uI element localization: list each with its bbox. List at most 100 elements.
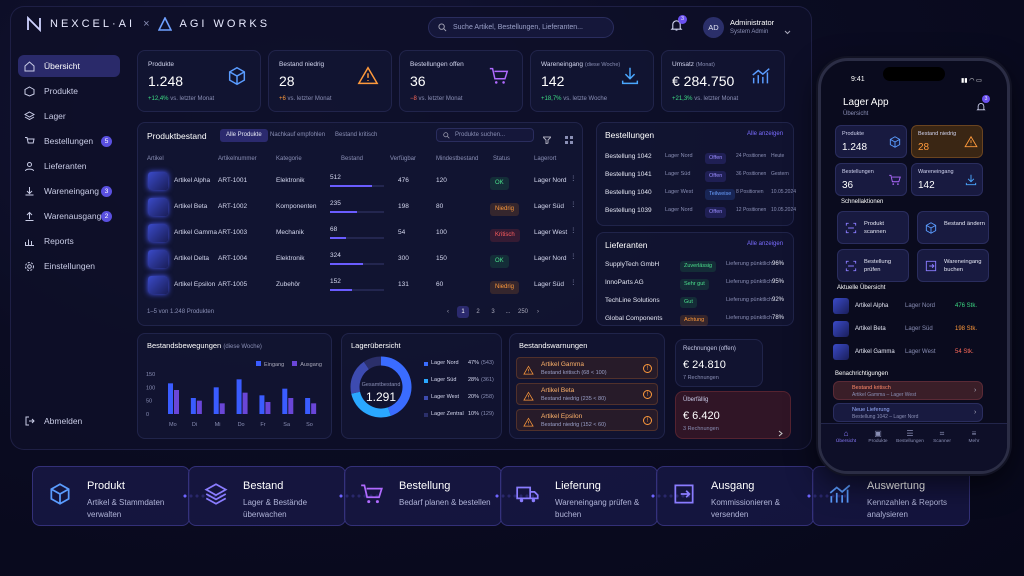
phone-tab-bestellungen[interactable]: ☰ Bestellungen: [895, 429, 925, 444]
flow-step-ausgang[interactable]: Ausgang Kommissionieren & versenden: [656, 466, 814, 526]
phone-kpi-card[interactable]: Bestellungen 36: [835, 163, 907, 196]
sidebar-item-warenausgang[interactable]: Warenausgang 2: [18, 205, 120, 227]
sidebar-item-lager[interactable]: Lager: [18, 105, 120, 127]
kpi-card-2[interactable]: Bestand niedrig 28 +6 vs. letzter Monat: [268, 50, 392, 112]
orders-show-all-link[interactable]: Alle anzeigen: [747, 131, 784, 137]
table-row[interactable]: Artikel Alpha ART-1001 Elektronik 512 476 120…: [146, 169, 577, 193]
storage-donut-chart: [350, 356, 412, 418]
kpi-title: Bestellungen offen: [410, 61, 464, 68]
tab-critical[interactable]: Bestand kritisch: [335, 132, 378, 138]
tab-restock[interactable]: Nachkauf empfohlen: [270, 132, 326, 138]
phone-notification[interactable]: Bestand kritisch Artikel Gamma – Lager We…: [833, 381, 983, 400]
phone-tab-icon: ⌗: [939, 429, 945, 438]
chevron-right-icon[interactable]: [778, 424, 783, 442]
sidebar-item-produkte[interactable]: Produkte: [18, 80, 120, 102]
phone-quick-action[interactable]: Bestellung prüfen: [837, 249, 909, 282]
flow-step-auswertung[interactable]: Auswertung Kennzahlen & Reports analysier…: [812, 466, 970, 526]
sidebar-item-lieferanten[interactable]: Lieferanten: [18, 155, 120, 177]
sidebar-item-einstellungen[interactable]: Einstellungen: [18, 255, 120, 277]
phone-list-item[interactable]: Artikel Alpha Lager Nord 476 Stk.: [833, 297, 983, 317]
phone-list-item[interactable]: Artikel Beta Lager Süd 198 Stk.: [833, 320, 983, 340]
sidebar-item-wareneingang[interactable]: Wareneingang 3: [18, 180, 120, 202]
kpi-card-4[interactable]: Wareneingang (diese Woche) 142 +18,7% vs. …: [530, 50, 654, 112]
phone-tab-scanner[interactable]: ⌗ Scanner: [927, 429, 957, 444]
sidebar-item-bestellungen[interactable]: Bestellungen 5: [18, 130, 120, 152]
phone-tab-label: Bestellungen: [896, 439, 924, 444]
user-menu-chevron-icon[interactable]: [784, 22, 791, 40]
logout-button[interactable]: Abmelden: [18, 410, 120, 432]
avatar[interactable]: AD: [703, 17, 724, 38]
row-menu-icon[interactable]: ⋮: [570, 227, 577, 234]
order-row[interactable]: Bestellung 1042 Lager Nord Offen 24 Positio…: [605, 149, 787, 167]
movements-note: (diese Woche): [223, 344, 262, 350]
page-button[interactable]: ›: [537, 309, 539, 315]
phone-kpi-card[interactable]: Bestand niedrig 28: [911, 125, 983, 158]
phone-kpi-card[interactable]: Produkte 1.248: [835, 125, 907, 158]
order-row[interactable]: Bestellung 1041 Lager Süd Offen 36 Position…: [605, 167, 789, 185]
row-menu-icon[interactable]: ⋮: [570, 201, 577, 208]
tab-all-products[interactable]: Alle Produkte: [220, 129, 268, 142]
notifications-button[interactable]: 3: [670, 15, 687, 37]
suppliers-show-all-link[interactable]: Alle anzeigen: [747, 241, 784, 247]
supplier-row[interactable]: Global Components Achtung Lieferung pünktl…: [605, 311, 787, 329]
supplier-percent: 96%: [772, 261, 785, 267]
page-button[interactable]: 2: [476, 309, 480, 315]
info-icon[interactable]: !: [643, 364, 652, 373]
row-menu-icon[interactable]: ⋮: [570, 279, 577, 286]
page-button[interactable]: ‹: [447, 309, 449, 315]
sidebar-item-übersicht[interactable]: Übersicht: [18, 55, 120, 77]
order-row[interactable]: Bestellung 1039 Lager Nord Offen 12 Positio…: [605, 203, 796, 221]
overdue-value: € 6.420: [683, 410, 720, 422]
overdue-invoices-card[interactable]: [675, 391, 791, 439]
flow-step-bestellung[interactable]: Bestellung Bedarf planen & bestellen: [344, 466, 502, 526]
page-button[interactable]: 3: [491, 309, 495, 315]
overdue-count: 3 Rechnungen: [683, 426, 719, 432]
phone-tab-produkte[interactable]: ▣ Produkte: [863, 429, 893, 444]
supplier-row[interactable]: InnoParts AG Sehr gut Lieferung pünktlich 9…: [605, 275, 787, 293]
global-search-input[interactable]: Suche Artikel, Bestellungen, Lieferanten…: [428, 17, 614, 38]
product-search-input[interactable]: Produkte suchen...: [436, 128, 534, 142]
table-row[interactable]: Artikel Gamma ART-1003 Mechanik 68 54 100 Krit…: [146, 221, 577, 245]
table-row[interactable]: Artikel Beta ART-1002 Komponenten 235 198 80 N…: [146, 195, 577, 219]
phone-bell-icon[interactable]: 3: [976, 95, 990, 117]
phone-tab-mehr[interactable]: ≡ Mehr: [959, 429, 989, 444]
phone-notification[interactable]: Neue Lieferung Bestellung 1042 – Lager No…: [833, 403, 983, 422]
kpi-card-1[interactable]: Produkte 1.248 +12,4% vs. letzter Monat: [137, 50, 261, 112]
row-menu-icon[interactable]: ⋮: [570, 175, 577, 182]
supplier-row[interactable]: SupplyTech GmbH Zuverlässig Lieferung pünk…: [605, 257, 787, 275]
open-invoices-count: 7 Rechnungen: [683, 375, 719, 381]
phone-kpi-title: Bestand niedrig: [918, 131, 957, 137]
flow-step-lieferung[interactable]: Lieferung Wareneingang prüfen & buchen: [500, 466, 658, 526]
info-icon[interactable]: !: [643, 390, 652, 399]
grid-view-icon[interactable]: [565, 131, 573, 149]
page-button[interactable]: ...: [505, 309, 511, 315]
phone-quick-action[interactable]: Bestand ändern: [917, 211, 989, 244]
stock-warning-item[interactable]: Artikel Epsilon Bestand niedrig (152 < 60…: [516, 409, 658, 431]
quick-action-label: Wareneingang buchen: [944, 259, 982, 273]
phone-quick-action[interactable]: Wareneingang buchen: [917, 249, 989, 282]
supplier-row[interactable]: TechLine Solutions Gut Lieferung pünktlich…: [605, 293, 787, 311]
row-menu-icon[interactable]: ⋮: [570, 253, 577, 260]
sidebar-cart-icon: [24, 136, 35, 147]
flow-step-produkt[interactable]: Produkt Artikel & Stammdaten verwalten: [32, 466, 190, 526]
phone-tab-übersicht[interactable]: ⌂ Übersicht: [831, 429, 861, 444]
table-row[interactable]: Artikel Delta ART-1004 Elektronik 324 300 150…: [146, 247, 577, 271]
kpi-card-5[interactable]: Umsatz (Monat) € 284.750 +21,3% vs. letzte…: [661, 50, 785, 112]
open-invoices-card[interactable]: [675, 339, 763, 387]
stock-warning-item[interactable]: Artikel Beta Bestand niedrig (235 < 80)!: [516, 383, 658, 405]
order-row[interactable]: Bestellung 1040 Lager West Teilweise 8 Posi…: [605, 185, 796, 203]
phone-quick-action[interactable]: Produkt scannen: [837, 211, 909, 244]
phone-tab-label: Mehr: [968, 439, 980, 444]
flow-step-bestand[interactable]: Bestand Lager & Bestände überwachen: [188, 466, 346, 526]
info-icon[interactable]: !: [643, 416, 652, 425]
phone-kpi-card[interactable]: Wareneingang 142: [911, 163, 983, 196]
page-button[interactable]: 1: [457, 306, 469, 318]
stock-warning-item[interactable]: Artikel Gamma Bestand kritisch (68 < 100)…: [516, 357, 658, 379]
phone-list-item[interactable]: Artikel Gamma Lager West 54 Stk.: [833, 343, 983, 363]
filter-icon[interactable]: [541, 131, 553, 149]
kpi-title: Produkte: [148, 61, 174, 68]
kpi-card-3[interactable]: Bestellungen offen 36 −8 vs. letzter Monat: [399, 50, 523, 112]
page-button[interactable]: 250: [517, 309, 528, 315]
sidebar-item-reports[interactable]: Reports: [18, 230, 120, 252]
table-row[interactable]: Artikel Epsilon ART-1005 Zubehör 152 131 60 Ni…: [146, 273, 577, 297]
